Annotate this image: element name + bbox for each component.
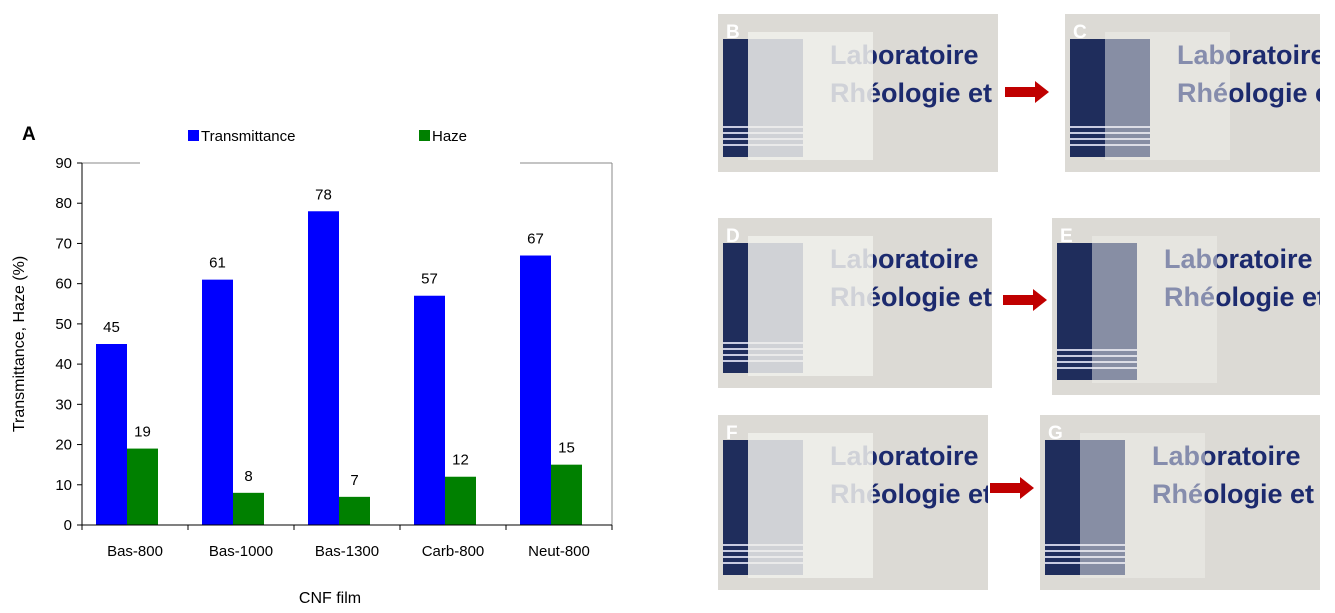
arrow xyxy=(990,477,1034,499)
value-label: 78 xyxy=(315,186,332,203)
y-tick-label: 0 xyxy=(64,517,72,534)
y-tick-label: 20 xyxy=(55,437,72,454)
bar xyxy=(339,496,370,525)
film-sample xyxy=(748,433,873,578)
photo-label: F xyxy=(726,423,738,444)
value-label: 57 xyxy=(421,271,438,288)
bar xyxy=(233,492,264,525)
panel-label: A xyxy=(22,124,36,145)
value-label: 19 xyxy=(134,424,151,441)
y-tick-label: 70 xyxy=(55,235,72,252)
film-sample xyxy=(748,236,873,376)
y-tick-label: 90 xyxy=(55,155,72,172)
x-tick-label: Neut-800 xyxy=(528,543,590,560)
photo-label: D xyxy=(726,226,740,247)
x-tick-label: Carb-800 xyxy=(422,543,485,560)
value-label: 15 xyxy=(558,440,575,457)
y-tick-label: 50 xyxy=(55,316,72,333)
bar xyxy=(551,464,582,525)
x-tick-label: Bas-800 xyxy=(107,543,163,560)
bar xyxy=(202,279,233,525)
y-tick-label: 30 xyxy=(55,396,72,413)
x-tick-label: Bas-1000 xyxy=(209,543,273,560)
value-label: 67 xyxy=(527,231,544,248)
photo-label: C xyxy=(1073,22,1087,43)
photo-label: B xyxy=(726,22,740,43)
film-sample xyxy=(1105,32,1230,160)
photo-label: E xyxy=(1060,226,1073,247)
value-label: 7 xyxy=(350,472,358,489)
legend-swatch xyxy=(419,130,430,141)
value-label: 8 xyxy=(244,468,252,485)
bar xyxy=(96,344,127,525)
bar xyxy=(414,295,445,525)
arrow xyxy=(1005,81,1049,103)
arrow xyxy=(1003,289,1047,311)
bar xyxy=(520,255,551,525)
y-tick-label: 80 xyxy=(55,195,72,212)
value-label: 61 xyxy=(209,255,226,272)
legend-label: Transmittance xyxy=(201,128,295,145)
bar xyxy=(308,211,339,525)
legend-swatch xyxy=(188,130,199,141)
x-axis-label: CNF film xyxy=(299,590,361,607)
y-tick-label: 60 xyxy=(55,276,72,293)
value-label: 45 xyxy=(103,319,120,336)
bar xyxy=(127,448,158,525)
film-sample xyxy=(1080,433,1205,578)
photo-label: G xyxy=(1048,423,1063,444)
y-axis-label: Transmittance, Haze (%) xyxy=(11,256,28,432)
x-tick-label: Bas-1300 xyxy=(315,543,379,560)
value-label: 12 xyxy=(452,452,469,469)
film-sample xyxy=(1092,236,1217,383)
y-tick-label: 40 xyxy=(55,356,72,373)
bar xyxy=(445,476,476,525)
y-tick-label: 10 xyxy=(55,477,72,494)
film-sample xyxy=(748,32,873,160)
legend-label: Haze xyxy=(432,128,467,145)
